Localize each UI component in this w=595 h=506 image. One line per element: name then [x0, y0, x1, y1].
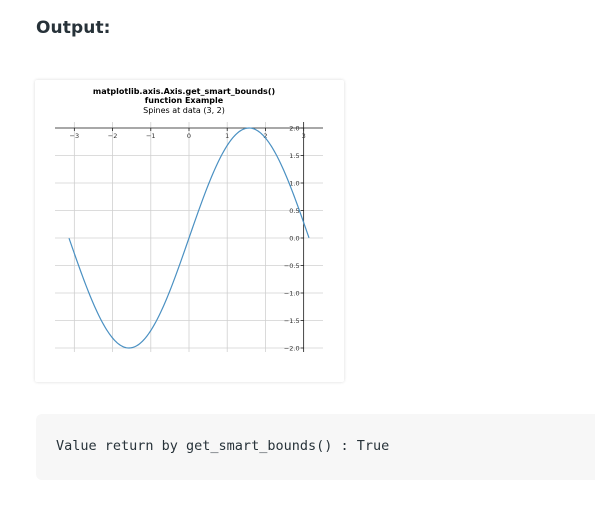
y-tick-label-7: −1.5	[284, 317, 300, 325]
x-tick-label-6: 3	[302, 132, 306, 140]
x-tick-label-0: −3	[70, 132, 80, 140]
x-tick-label-4: 1	[225, 132, 229, 140]
chart-subtitle: Spines at data (3, 2)	[143, 106, 225, 115]
code-output-block: Value return by get_smart_bounds() : Tru…	[36, 414, 595, 480]
x-tick-label-1: −2	[108, 132, 118, 140]
x-tick-label-3: 0	[187, 132, 191, 140]
x-tick-label-2: −1	[146, 132, 156, 140]
chart-title-line-2: function Example	[145, 96, 224, 105]
y-tick-label-3: 0.5	[289, 207, 299, 215]
code-output-text: Value return by get_smart_bounds() : Tru…	[56, 438, 390, 454]
y-tick-label-4: 0.0	[289, 234, 299, 242]
sine-plot: matplotlib.axis.Axis.get_smart_bounds() …	[55, 87, 323, 352]
grid-lines	[55, 122, 323, 352]
y-tick-label-6: −1.0	[284, 289, 300, 297]
output-heading: Output:	[36, 18, 111, 38]
series-line-sine	[68, 127, 310, 349]
plot-figure: matplotlib.axis.Axis.get_smart_bounds() …	[35, 80, 344, 382]
axis-ticks: −3 −2 −1 0 1 2 32.0 1.5 1.0 0.5 0.0 −0.5 −1.0 −1.5 −2.…	[70, 124, 306, 352]
y-tick-label-8: −2.0	[284, 344, 300, 352]
y-tick-label-5: −0.5	[284, 262, 300, 270]
y-tick-label-1: 1.5	[289, 152, 299, 160]
y-tick-label-0: 2.0	[289, 124, 299, 132]
x-tick-label-5: 2	[263, 132, 267, 140]
y-tick-label-2: 1.0	[289, 179, 299, 187]
chart-title-line-1: matplotlib.axis.Axis.get_smart_bounds()	[93, 87, 275, 96]
